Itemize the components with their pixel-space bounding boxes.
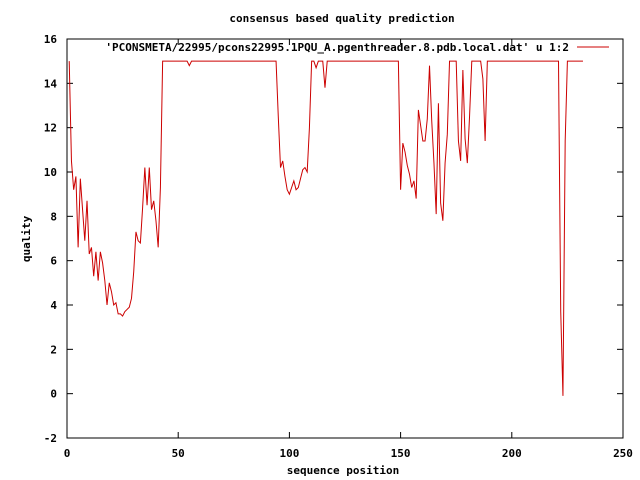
x-tick-label: 250 <box>613 447 633 460</box>
y-tick-label: 2 <box>50 343 57 356</box>
x-axis-label: sequence position <box>287 464 400 477</box>
chart-title: consensus based quality prediction <box>229 12 454 25</box>
y-tick-label: 4 <box>50 299 57 312</box>
y-tick-label: 8 <box>50 210 57 223</box>
y-tick-label: 6 <box>50 255 57 268</box>
legend: 'PCONSMETA/22995/pcons22995.1PQU_A.pgent… <box>105 41 609 54</box>
series-line-0 <box>68 60 583 396</box>
y-axis-label: quality <box>20 215 33 262</box>
legend-label: 'PCONSMETA/22995/pcons22995.1PQU_A.pgent… <box>105 41 569 54</box>
x-tick-label: 150 <box>391 447 411 460</box>
plot-area: 0 50 100 150 200 250 -2 0 2 4 6 8 10 12 14 16 <box>44 33 633 460</box>
x-tick-label: 0 <box>64 447 71 460</box>
y-tick-label: 12 <box>44 122 57 135</box>
plot-border <box>66 38 624 439</box>
x-tick-label: 100 <box>279 447 299 460</box>
y-tick-label: 0 <box>50 388 57 401</box>
x-tick-label: 50 <box>172 447 185 460</box>
y-tick-label: 16 <box>44 33 58 46</box>
x-tick-label: 200 <box>502 447 522 460</box>
y-tick-label: 14 <box>44 77 58 90</box>
y-tick-label: 10 <box>44 166 57 179</box>
y-tick-label: -2 <box>44 432 57 445</box>
